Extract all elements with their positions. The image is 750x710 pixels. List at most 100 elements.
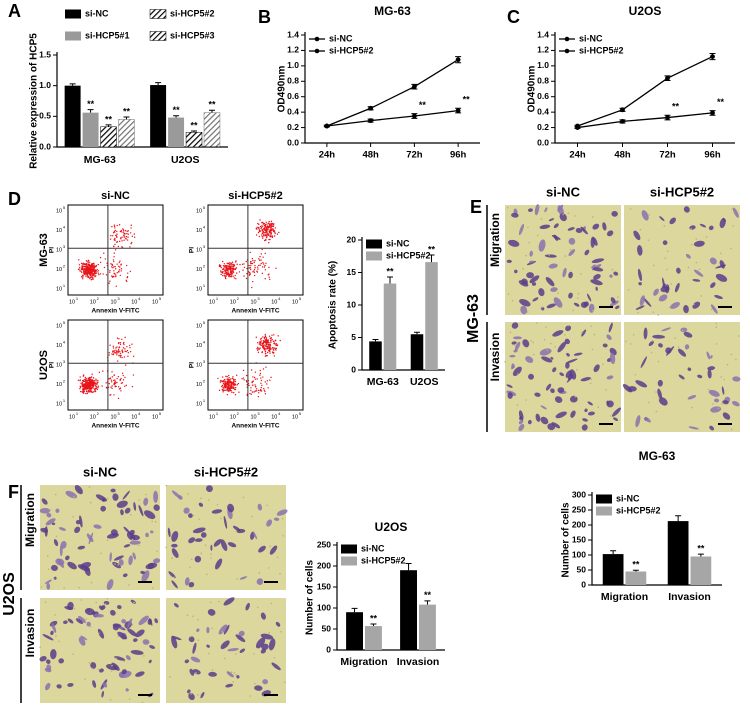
flow-dot [262,340,265,342]
flow-dot [93,272,96,274]
flow-dot [95,264,98,267]
flow-dot [124,385,126,388]
flow-dot [119,266,121,268]
flow-dot [261,221,263,224]
row-label: Migration [23,493,37,547]
y-tick-label: 1.4 [287,29,299,39]
flow-dot [251,257,254,260]
flow-dot [82,387,84,390]
flow-dot [120,264,122,266]
flow-dot [130,241,133,244]
flow-dot [113,275,115,278]
y-tick-label: 200 [317,560,331,570]
flow-dot [264,352,267,354]
flow-dot [116,352,118,354]
flow-dot [109,271,111,273]
stained-cell [260,648,267,654]
flow-dot [264,344,266,346]
pore [632,334,635,336]
flow-dot [102,273,104,275]
stained-cell [714,295,723,299]
stained-cell [223,597,235,606]
flow-dot [225,275,227,277]
flow-dot [226,378,228,380]
stained-cell [113,555,124,561]
flow-dot [113,394,115,396]
flow-dot [83,378,85,381]
flow-dot [86,275,88,277]
flow-tick-base: 10 [196,323,202,329]
pore [123,660,126,663]
stained-cell [637,244,643,256]
stained-cell [546,303,556,309]
pore [732,225,735,227]
flow-dot [119,387,121,390]
flow-dot [268,335,271,337]
flow-dot [278,231,280,234]
stained-cell [662,240,668,246]
stained-cell [46,512,52,518]
pore [52,577,55,579]
stained-cell [674,282,680,293]
flow-dot [82,391,84,393]
flow-dot [117,245,120,248]
flow-dot [97,385,100,387]
stained-cell [534,392,541,397]
stained-cell [124,507,131,514]
flow-dot [119,379,121,382]
flow-dot [111,353,113,355]
bar [100,126,117,148]
flow-dot [110,386,112,388]
stained-cell [540,405,547,410]
error-bar [610,550,617,555]
flow-dot [254,267,256,269]
flow-y-label: PI [189,247,196,253]
flow-dot [269,278,271,281]
flow-dot [273,230,275,232]
flow-dot [223,273,226,275]
flow-dot [125,235,128,238]
stained-cell [555,411,567,419]
significance-label: ** [208,100,216,110]
stained-cell [551,422,561,429]
stained-cell [683,305,689,314]
stained-cell [687,394,697,400]
flow-dot [91,278,93,280]
flow-dot [231,261,234,263]
stained-cell [200,691,205,699]
flow-dot [219,381,222,383]
pore [652,311,655,314]
micrograph [166,598,286,703]
flow-dot [82,278,84,280]
pore [47,568,50,571]
stained-cell [65,555,70,561]
stained-cell [57,558,65,568]
stained-cell [568,292,573,299]
pore [532,353,535,356]
flow-tick-exponent: 3 [63,359,66,364]
flow-dot [273,342,276,344]
pore [538,206,541,208]
row-label: MG-63 [38,233,50,267]
flow-dot [246,273,248,275]
error-bar [619,119,626,124]
pore [634,373,637,376]
stained-cell [261,643,269,650]
flow-dot [95,387,97,390]
y-tick-label: 0 [326,644,331,654]
stained-cell [171,548,179,558]
stained-cell [565,362,570,369]
pore [165,484,168,487]
stained-cell [559,213,567,222]
flow-dot [230,384,232,386]
pore [715,343,718,345]
stained-cell [514,341,521,351]
stained-cell [637,268,643,282]
pore [267,567,270,569]
flow-dot [94,387,96,390]
flow-dot [131,385,134,388]
pore [39,646,41,648]
flow-dot [260,382,262,385]
flow-dot [235,261,237,263]
stained-cell [128,555,133,566]
